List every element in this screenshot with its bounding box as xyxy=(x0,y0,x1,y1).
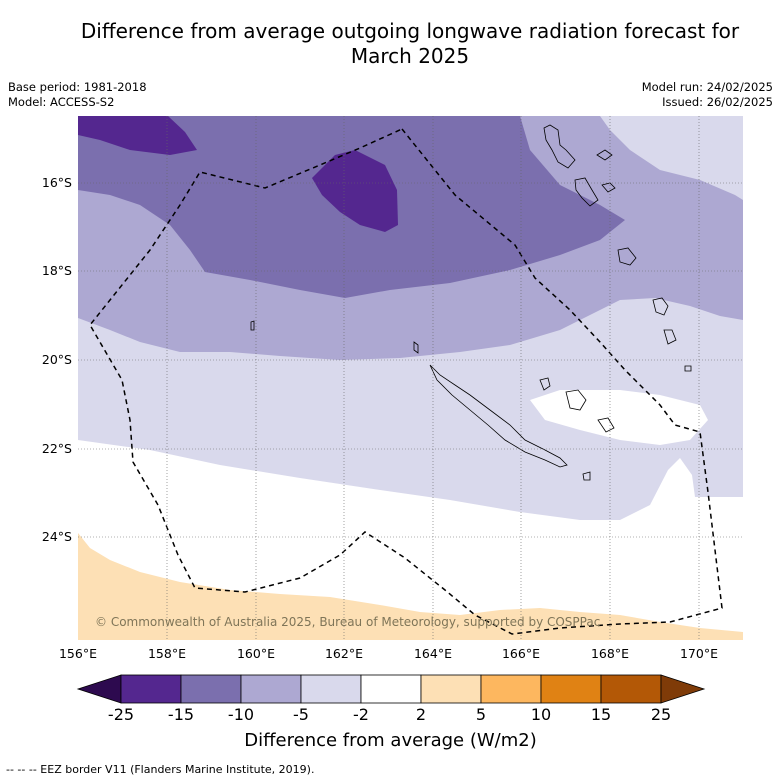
lat-tick-16S: 16°S xyxy=(41,175,72,190)
issued-date: Issued: 26/02/2025 xyxy=(662,95,773,109)
colorbar-tick: 15 xyxy=(590,705,612,724)
colorbar-bin-6 xyxy=(420,674,482,704)
lon-tick-160E: 160°E xyxy=(236,646,275,661)
base-period: Base period: 1981-2018 xyxy=(8,80,147,94)
colorbar-bin-3 xyxy=(240,674,302,704)
anomaly-band-positive xyxy=(78,533,743,640)
lon-tick-168E: 168°E xyxy=(590,646,629,661)
lat-tick-18S: 18°S xyxy=(41,263,72,278)
lon-tick-162E: 162°E xyxy=(324,646,363,661)
colorbar-bin-9 xyxy=(600,674,662,704)
anomaly-patch-topright xyxy=(600,116,743,200)
colorbar-tick: 5 xyxy=(475,705,487,724)
lon-tick-164E: 164°E xyxy=(413,646,452,661)
anomaly-band-neutral xyxy=(78,440,743,640)
graticule xyxy=(78,116,743,640)
colorbar-bin-5 xyxy=(360,674,422,704)
colorbar-tick: 25 xyxy=(650,705,672,724)
colorbar-bin-4 xyxy=(300,674,362,704)
colorbar-tick: -5 xyxy=(293,705,309,724)
anomaly-core-central xyxy=(312,150,398,232)
lat-tick-22S: 22°S xyxy=(41,441,72,456)
title-line-1: Difference from average outgoing longwav… xyxy=(80,19,740,43)
colorbar-tick: -2 xyxy=(353,705,369,724)
lon-tick-158E: 158°E xyxy=(147,646,186,661)
anomaly-patch-neutral xyxy=(530,390,708,445)
model-run: Model run: 24/02/2025 xyxy=(641,80,773,94)
map-title: Difference from average outgoing longwav… xyxy=(40,19,780,69)
colorbar-tick: -10 xyxy=(227,705,255,724)
lat-tick-20S: 20°S xyxy=(41,352,72,367)
lat-tick-24S: 24°S xyxy=(41,529,72,544)
colorbar-tick: -15 xyxy=(167,705,195,724)
colorbar-extend-max xyxy=(660,674,706,704)
colorbar-bin-1 xyxy=(120,674,182,704)
colorbar-extend-min xyxy=(76,674,122,704)
model-name: Model: ACCESS-S2 xyxy=(8,95,115,109)
lon-tick-170E: 170°E xyxy=(679,646,718,661)
colorbar-tick: 10 xyxy=(530,705,552,724)
copyright-notice: © Commonwealth of Australia 2025, Bureau… xyxy=(95,615,601,629)
eez-legend-note: -- -- -- EEZ border V11 (Flanders Marine… xyxy=(6,763,315,776)
lon-tick-166E: 166°E xyxy=(501,646,540,661)
eez-border xyxy=(89,128,723,635)
colorbar-bin-8 xyxy=(540,674,602,704)
lon-tick-156E: 156°E xyxy=(58,646,97,661)
colorbar-label: Difference from average (W/m2) xyxy=(244,730,537,751)
title-line-2: March 2025 xyxy=(350,44,470,68)
colorbar-tick: 2 xyxy=(415,705,427,724)
colorbar-tick: -25 xyxy=(107,705,135,724)
colorbar-bin-2 xyxy=(180,674,242,704)
colorbar-bin-7 xyxy=(480,674,542,704)
coastlines xyxy=(250,124,692,481)
meta-left: Base period: 1981-2018 Model: ACCESS-S2 xyxy=(8,80,147,110)
meta-right: Model run: 24/02/2025 Issued: 26/02/2025 xyxy=(642,80,773,110)
